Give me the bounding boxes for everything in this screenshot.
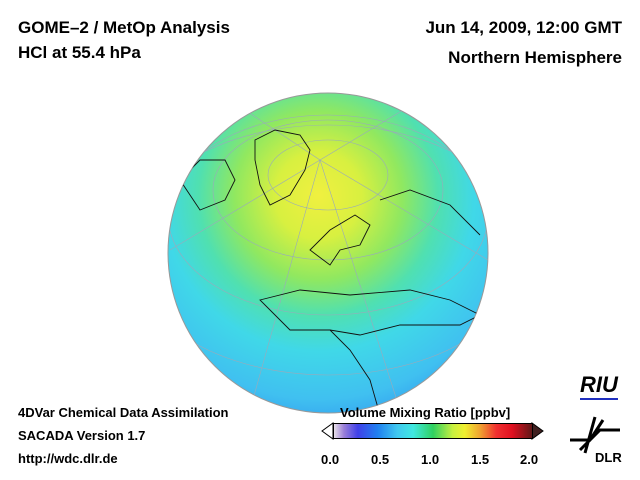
coastlines xyxy=(179,129,482,413)
globe-disc xyxy=(167,92,489,414)
colorbar-tick: 0.5 xyxy=(371,452,390,467)
colorbar-tick: 1.5 xyxy=(471,452,490,467)
region: Northern Hemisphere xyxy=(448,48,622,67)
dlr-logo-text: DLR xyxy=(595,450,622,465)
colorbar-label: Volume Mixing Ratio [ppbv] xyxy=(340,405,511,420)
title: GOME–2 / MetOp Analysis xyxy=(18,18,230,37)
subtitle: HCl at 55.4 hPa xyxy=(18,43,141,62)
colorbar-tick: 0.0 xyxy=(321,452,340,467)
footer-line1: 4DVar Chemical Data Assimilation xyxy=(18,405,229,420)
riu-logo: RIU xyxy=(580,372,618,400)
colorbar-tick: 1.0 xyxy=(421,452,440,467)
graticule xyxy=(168,99,488,411)
colorbar-tick: 2.0 xyxy=(520,452,539,467)
footer-url[interactable]: http://wdc.dlr.de xyxy=(18,451,118,466)
dlr-logo-icon xyxy=(570,416,620,454)
date: Jun 14, 2009, 12:00 GMT xyxy=(425,18,622,37)
footer-line2: SACADA Version 1.7 xyxy=(18,428,146,443)
colorbar xyxy=(333,423,533,439)
